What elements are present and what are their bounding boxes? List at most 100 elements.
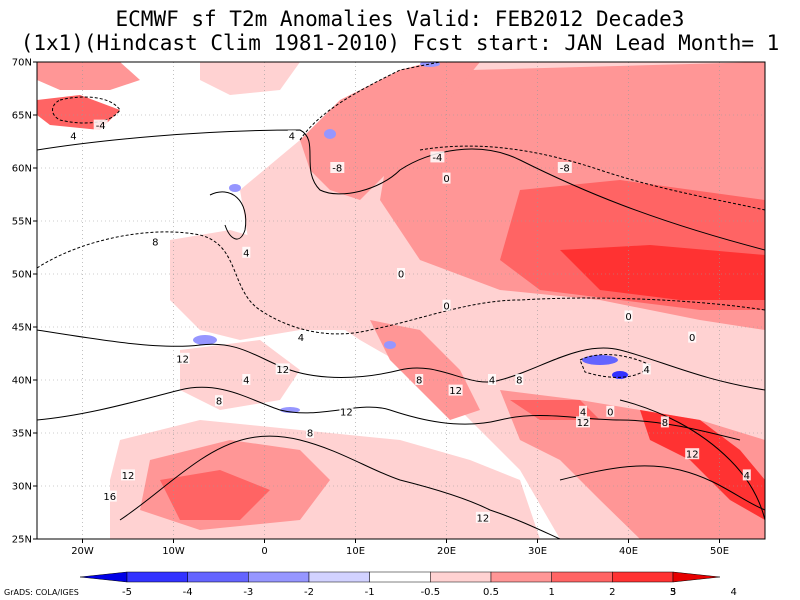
contour-label: 0	[607, 407, 613, 418]
anomaly-shade-region	[560, 245, 765, 300]
contour-label-bg	[685, 448, 700, 460]
anomaly-shade-region	[37, 62, 140, 90]
contour-label-bg	[448, 384, 463, 396]
contour-label-bg	[215, 395, 223, 407]
contour-label-bg	[397, 268, 405, 279]
contour-line	[119, 435, 561, 539]
contour-label: 4	[489, 376, 495, 387]
contour-label-bg	[606, 405, 615, 417]
x-tick-label: 50E	[710, 546, 729, 557]
contour-label: 0	[398, 270, 404, 281]
contour-line	[37, 231, 765, 335]
y-tick-label: 30N	[12, 482, 32, 493]
anomaly-shade-region	[300, 62, 480, 200]
y-tick-label: 70N	[12, 58, 32, 69]
colorbar-segment	[551, 571, 613, 583]
contour-label: 12	[276, 365, 289, 376]
contour-line	[37, 129, 765, 251]
contour-label: 8	[152, 238, 158, 249]
colorbar-label: -5	[122, 587, 132, 598]
contour-label: 16	[103, 492, 116, 503]
contour-label: 8	[216, 397, 222, 408]
contour-label-bg	[624, 310, 633, 322]
contour-label: 0	[689, 333, 695, 344]
contour-line	[559, 465, 765, 511]
contour-label: 0	[443, 174, 449, 185]
map-frame	[36, 61, 766, 540]
y-tick-label: 55N	[12, 217, 32, 228]
contour-label-bg	[339, 405, 354, 417]
contour-label-bg	[242, 246, 251, 258]
contour-line	[37, 329, 765, 391]
colorbar-max-arrow	[672, 571, 721, 583]
x-tick-label: 10E	[346, 546, 365, 557]
contour-label-bg	[296, 331, 305, 343]
colorbar-segment	[248, 571, 310, 583]
colorbar-segment	[430, 571, 492, 583]
anomaly-shade-region	[582, 355, 618, 365]
colorbar-segment	[126, 571, 188, 583]
contour-label-bg	[742, 469, 751, 481]
contour-label-bg	[93, 119, 108, 131]
colorbar-segment	[308, 571, 370, 583]
contour-label: 12	[122, 471, 135, 482]
y-tick-label: 25N	[12, 535, 32, 546]
contour-line	[619, 399, 765, 521]
contour-label: 8	[662, 418, 668, 429]
y-tick-label: 60N	[12, 164, 32, 175]
contour-line	[209, 191, 247, 240]
contour-line	[419, 145, 765, 211]
map-axes: 20W 10W 0 10E 20E 30E 40E 50E 70N 65N 60N 55N 50N 45N…	[12, 58, 729, 558]
colorbar-label: -0.5	[421, 587, 441, 598]
contour-label-bg	[275, 363, 290, 375]
anomaly-shade-region	[229, 184, 241, 192]
anomaly-shade-region	[420, 62, 440, 67]
contour-label-bg	[430, 151, 445, 163]
contour-label: 12	[340, 407, 353, 418]
y-tick-label: 35N	[12, 429, 32, 440]
contour-label-bg	[475, 511, 490, 523]
anomaly-shade-region	[180, 340, 300, 410]
contour-label: 12	[477, 513, 490, 524]
colorbar-label: 3	[670, 587, 676, 598]
y-tick-label: 50N	[12, 270, 32, 281]
colorbar-label: -1	[365, 587, 375, 598]
colorbar-segment	[490, 571, 552, 583]
anomaly-shade-region	[384, 341, 396, 349]
contour-label: 12	[449, 386, 462, 397]
contour-label-bg	[442, 299, 451, 311]
colorbar: -5 -4 -3 -2 -1 -0.5 0.5 1 2 3 4 5	[79, 571, 737, 598]
anomaly-shade-region	[200, 62, 300, 95]
anomaly-shade-region	[612, 371, 628, 379]
colorbar-label: 1	[548, 587, 554, 598]
x-tick-label: 0	[261, 546, 267, 557]
contour-label: 8	[416, 376, 422, 387]
contour-label-bg	[287, 130, 296, 142]
contour-line	[37, 386, 741, 441]
contour-label-bg	[557, 162, 572, 173]
anomaly-shade-region	[160, 470, 270, 520]
contour-label: -8	[332, 164, 342, 175]
contour-label: 4	[243, 376, 249, 387]
contour-label-bg	[69, 130, 78, 142]
contour-label: 4	[243, 248, 249, 259]
contour-label-bg	[102, 490, 117, 502]
anomaly-shade-region	[510, 400, 600, 420]
contour-label: -4	[432, 153, 442, 164]
contour-label: 4	[644, 365, 650, 376]
colorbar-label: -3	[243, 587, 253, 598]
contour-label-bg	[175, 352, 190, 364]
contour-label-bg	[415, 374, 424, 385]
contour-label: 8	[516, 376, 522, 387]
contour-label-bg	[660, 416, 669, 428]
contour-label-bg	[151, 236, 160, 248]
contour-label-bg	[688, 331, 697, 343]
contour-label-bg	[576, 416, 590, 428]
contour-label-bg	[515, 374, 524, 385]
y-tick-label: 40N	[12, 376, 32, 387]
anomaly-shade-region	[324, 129, 336, 139]
contour-label-bg	[306, 427, 314, 438]
contour-lines	[37, 62, 765, 539]
contour-label: 12	[176, 354, 189, 365]
